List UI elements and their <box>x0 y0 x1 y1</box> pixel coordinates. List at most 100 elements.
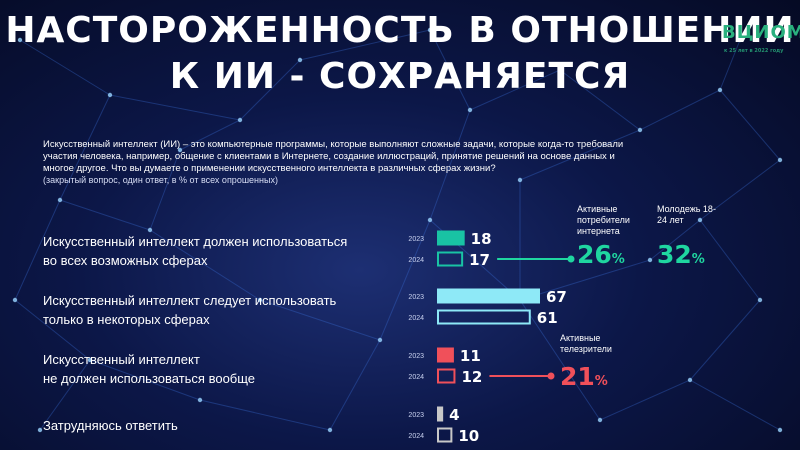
network-node-9 <box>197 397 203 403</box>
callout-tv-number: 21 <box>560 362 595 391</box>
logo-mark: ВЦИОМ <box>722 22 800 43</box>
bar-year-label: 2023 <box>408 353 424 360</box>
network-link-7 <box>39 359 91 431</box>
callout-tv-label: Активные телезрители <box>560 333 612 354</box>
network-node-1 <box>107 92 113 98</box>
bar-year-label: 2024 <box>408 257 424 264</box>
network-node-27 <box>647 257 653 263</box>
page-title-line-2: К ИИ - СОХРАНЯЕТСЯ <box>169 56 631 97</box>
answer-label-not-at-all: Искусственный интеллект не должен исполь… <box>43 350 383 388</box>
answer-label-line-2: не должен использоваться вообще <box>43 371 256 386</box>
answer-label-line-2: только в некоторых сферах <box>43 312 210 327</box>
answer-label-line-1: Искусственный интеллект следует использо… <box>43 293 337 308</box>
network-node-6 <box>12 297 18 303</box>
network-link-18 <box>699 159 781 221</box>
network-link-34 <box>329 339 381 431</box>
answer-label-unsure: Затрудняюсь ответить <box>43 416 383 435</box>
network-link-30 <box>299 29 431 61</box>
network-node-19 <box>777 427 783 433</box>
network-link-6 <box>14 299 91 361</box>
network-node-15 <box>777 157 783 163</box>
bar-year-label: 2024 <box>408 433 424 440</box>
callout-connector-dot <box>567 255 575 263</box>
network-link-28 <box>519 259 651 301</box>
callout-internet-number: 26 <box>577 240 612 269</box>
network-node-22 <box>427 217 433 223</box>
bar-year-label: 2023 <box>408 236 424 243</box>
network-node-28 <box>737 37 743 43</box>
bar-year-label: 2024 <box>408 315 424 322</box>
bar-2024 <box>437 427 453 443</box>
network-node-11 <box>467 107 473 113</box>
network-node-25 <box>177 147 183 153</box>
answer-label-line-2: во всех возможных сферах <box>43 253 208 268</box>
network-node-12 <box>557 67 563 73</box>
network-node-7 <box>87 357 93 363</box>
network-link-5 <box>14 199 61 301</box>
answer-label-all-spheres: Искусственный интеллект должен использов… <box>43 232 383 270</box>
network-node-2 <box>57 197 63 203</box>
network-link-1 <box>59 94 111 201</box>
network-link-32 <box>179 119 241 151</box>
answer-label-line-1: Искусственный интеллект должен использов… <box>43 234 348 249</box>
network-node-29 <box>427 27 433 33</box>
callout-connector-dot <box>547 372 555 380</box>
network-link-8 <box>89 359 201 401</box>
bar-year-label: 2023 <box>408 412 424 419</box>
network-node-10 <box>327 427 333 433</box>
network-link-20 <box>689 299 761 381</box>
network-link-21 <box>689 379 781 431</box>
network-node-5 <box>297 57 303 63</box>
bar-value-label: 12 <box>461 368 482 386</box>
bar-2024 <box>437 368 456 384</box>
bar-2023 <box>437 347 454 363</box>
question-text: Искусственный интеллект (ИИ) – это компь… <box>43 139 624 174</box>
bar-value-label: 61 <box>537 309 558 327</box>
callout-youth-number: 32 <box>657 240 692 269</box>
network-link-12 <box>379 219 431 341</box>
bar-value-label: 10 <box>458 427 479 445</box>
network-node-26 <box>517 177 523 183</box>
callout-internet-label: Активные потребители интернета <box>577 204 630 236</box>
network-node-18 <box>687 377 693 383</box>
vciom-logo: ВЦИОМ к 25 лет в 2022 году <box>714 22 800 64</box>
bar-2023 <box>437 406 444 422</box>
network-link-26 <box>519 129 641 181</box>
logo-subtitle: к 25 лет в 2022 году <box>724 48 784 54</box>
network-link-23 <box>519 299 601 421</box>
network-link-29 <box>719 39 741 91</box>
network-link-11 <box>259 299 381 341</box>
answer-label-line-1: Искусственный интеллект <box>43 352 200 367</box>
network-node-0 <box>17 37 23 43</box>
bar-value-label: 17 <box>469 251 490 269</box>
callout-youth-unit: % <box>691 252 705 267</box>
bar-2023 <box>437 230 465 246</box>
network-node-8 <box>37 427 43 433</box>
network-link-22 <box>599 379 691 421</box>
network-node-4 <box>237 117 243 123</box>
network-node-17 <box>757 297 763 303</box>
callout-youth-value: 32% <box>657 240 705 269</box>
bar-year-label: 2024 <box>408 374 424 381</box>
network-link-3 <box>109 94 241 121</box>
network-node-16 <box>697 217 703 223</box>
network-node-3 <box>147 227 153 233</box>
bar-value-label: 18 <box>471 230 492 248</box>
network-link-15 <box>559 69 641 131</box>
network-link-10 <box>149 229 261 301</box>
callout-tv-value: 21% <box>560 362 608 391</box>
answer-label-line-1: Затрудняюсь ответить <box>43 418 178 433</box>
network-link-14 <box>469 69 561 111</box>
callout-youth-label: Молодежь 18-24 лет <box>657 204 716 225</box>
network-link-0 <box>19 39 111 96</box>
network-node-20 <box>597 417 603 423</box>
callout-internet-value: 26% <box>577 240 625 269</box>
network-link-27 <box>649 219 701 261</box>
network-node-23 <box>377 337 383 343</box>
network-node-24 <box>257 297 263 303</box>
network-node-13 <box>637 127 643 133</box>
question-note: (закрытый вопрос, один ответ, в % от все… <box>43 175 278 185</box>
network-link-2 <box>59 199 151 231</box>
